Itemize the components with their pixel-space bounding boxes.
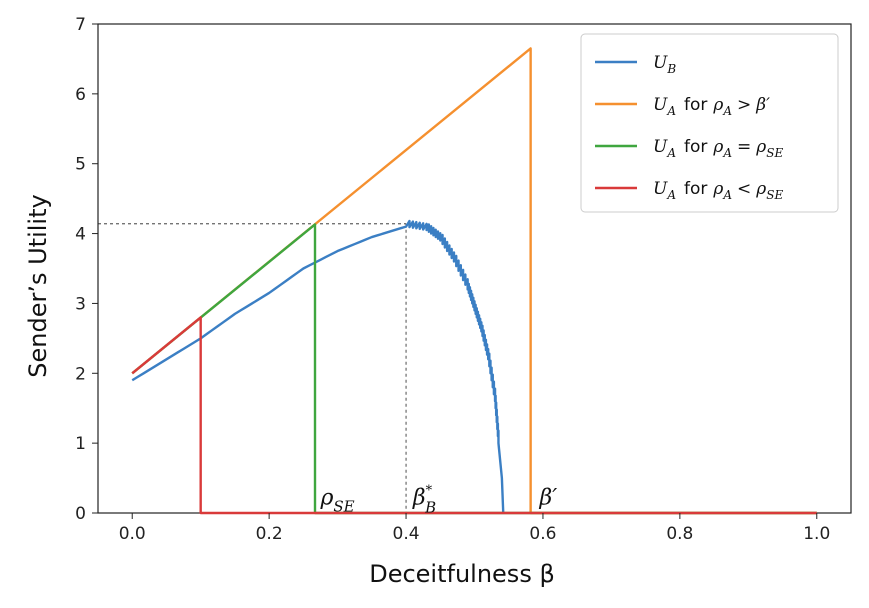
y-tick-label: 6 — [75, 85, 86, 105]
x-tick-label: 0.2 — [256, 524, 283, 544]
y-tick-label: 0 — [75, 504, 86, 524]
annotation-label: β* B — [412, 484, 436, 517]
legend-box — [580, 33, 839, 213]
y-tick-label: 5 — [75, 155, 86, 175]
legend-label: UB — [653, 53, 676, 76]
y-axis-ticks: 0 1 2 3 4 5 6 7 — [75, 15, 98, 524]
x-tick-label: 0.6 — [529, 524, 556, 544]
x-tick-label: 1.0 — [803, 524, 830, 544]
y-tick-label: 2 — [75, 364, 86, 384]
legend: UB UA for ρA > β′ UA for ρA = ρSE UA for ρA < ρSE — [580, 33, 839, 213]
legend-label: UA for ρA < ρSE — [653, 179, 784, 202]
x-axis-ticks: 0.0 0.2 0.4 0.6 0.8 1.0 — [119, 513, 830, 544]
y-tick-label: 4 — [75, 225, 86, 245]
x-tick-label: 0.8 — [666, 524, 693, 544]
legend-label: UA for ρA > β′ — [653, 95, 770, 118]
plot-area: ρSE β* B β′ — [97, 23, 852, 517]
y-tick-label: 3 — [75, 294, 86, 314]
x-tick-label: 0.4 — [393, 524, 420, 544]
x-axis-label: Deceitfulness β — [369, 560, 555, 588]
series-line-3 — [131, 316, 817, 515]
y-axis-label: Sender’s Utility — [24, 194, 52, 377]
y-tick-label: 1 — [75, 434, 86, 454]
x-tick-label: 0.0 — [119, 524, 146, 544]
annotation-label: ρSE — [319, 486, 354, 516]
legend-label: UA for ρA = ρSE — [653, 137, 784, 160]
series-line-2 — [131, 223, 817, 515]
y-tick-label: 7 — [75, 15, 86, 35]
series-line-0 — [131, 219, 505, 514]
annotation-label: β′ — [539, 486, 558, 511]
